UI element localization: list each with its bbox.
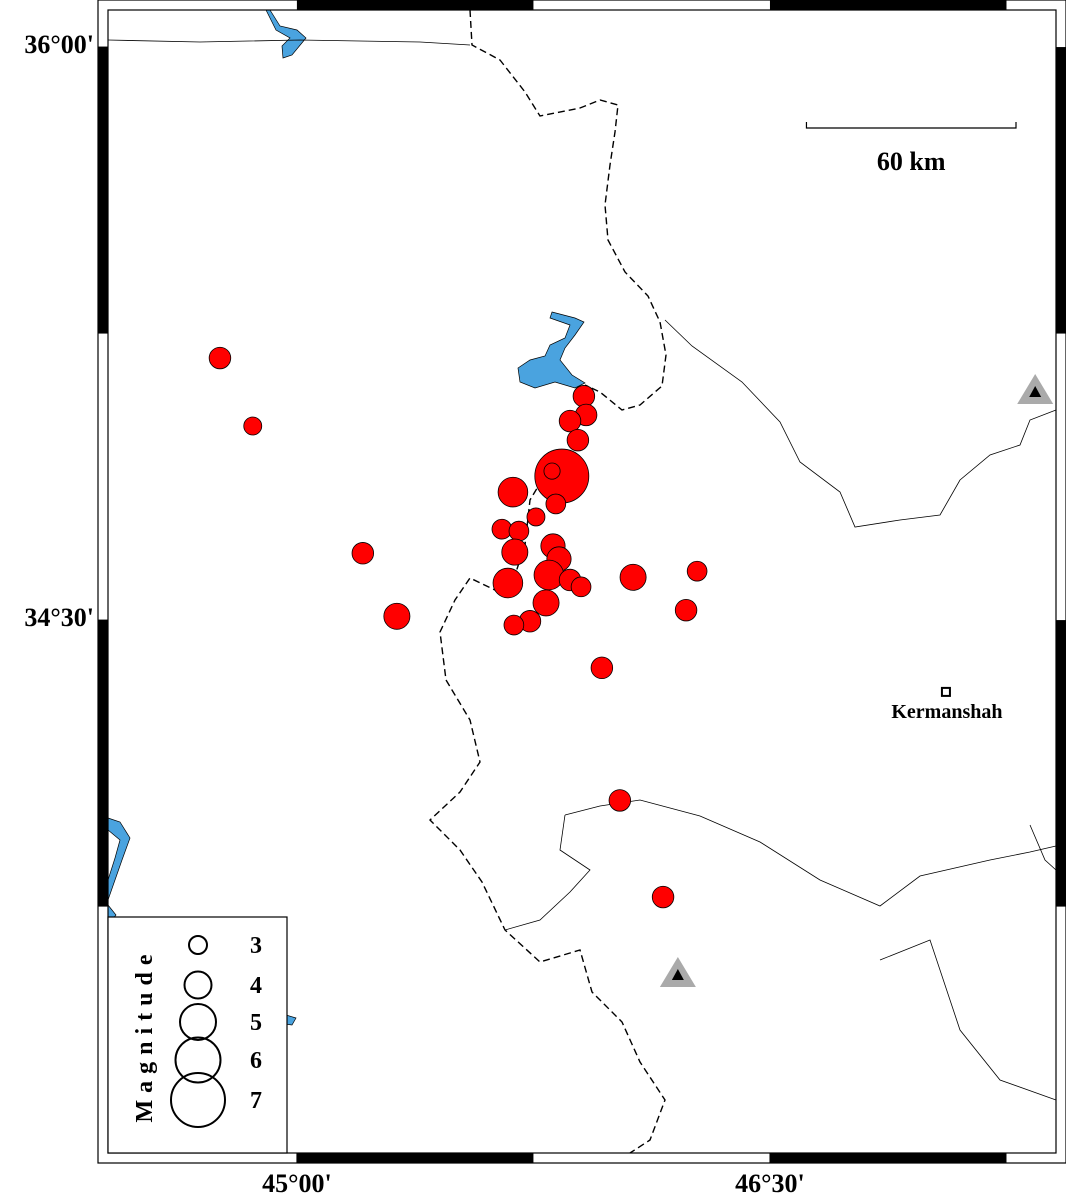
frame-segment: [769, 1153, 1007, 1163]
map-frame: 45°00' 46°30' 36°00' 34°30': [24, 0, 1066, 1198]
earthquake: [572, 385, 596, 408]
frame-outline: [97, 0, 1066, 1164]
x-tick-label: 46°30': [735, 1169, 805, 1198]
earthquake: [497, 476, 529, 508]
city-label: Kermanshah: [891, 701, 1002, 723]
earthquake: [545, 493, 567, 515]
frame-segment: [1056, 620, 1066, 907]
earthquake: [534, 448, 590, 504]
legend-label: 5: [250, 1010, 262, 1036]
earthquake: [532, 589, 560, 617]
earthquake: [508, 520, 530, 542]
legend-label: 4: [250, 973, 262, 999]
earthquake: [566, 428, 590, 452]
y-tick-label: 34°30': [24, 603, 94, 632]
earthquake: [533, 559, 565, 591]
earthquake: [590, 656, 614, 680]
earthquake: [501, 538, 529, 566]
legend-symbol: [170, 1072, 226, 1128]
frame-segment: [98, 47, 108, 334]
earthquake: [351, 542, 375, 565]
station-core: [1029, 386, 1042, 398]
earthquake: [570, 576, 592, 598]
frame-inner: [107, 9, 1057, 1154]
legend-title: Magnitude: [132, 947, 158, 1122]
legend-label: 7: [250, 1088, 262, 1114]
scale-bar: [805, 122, 1017, 129]
legend-symbol: [179, 1003, 217, 1041]
legend-symbol: [188, 935, 208, 955]
earthquake: [543, 462, 561, 480]
earthquake: [208, 346, 232, 370]
map-marks: Kermanshah 60 km: [208, 122, 1054, 987]
frame-segment: [296, 0, 534, 10]
earthquake: [383, 602, 411, 630]
earthquake: [674, 598, 698, 622]
earthquake: [608, 789, 632, 812]
frame-segment: [1056, 47, 1066, 334]
earthquake: [686, 560, 708, 582]
earthquake: [651, 885, 675, 909]
city: [940, 686, 951, 697]
legend-label: 6: [250, 1048, 262, 1074]
earthquake: [619, 563, 647, 591]
earthquake: [503, 614, 525, 636]
legend-label: 3: [250, 933, 262, 959]
x-tick-label: 45°00': [262, 1169, 332, 1198]
earthquake: [243, 416, 263, 436]
earthquake: [558, 409, 582, 433]
scale-label: 60 km: [877, 147, 946, 176]
legend-symbol: [174, 1036, 222, 1084]
legend-symbol: [183, 970, 213, 1000]
legend-box: [107, 916, 288, 1154]
frame-segment: [98, 620, 108, 907]
y-tick-label: 36°00': [24, 30, 94, 59]
earthquake: [492, 567, 524, 599]
frame-segment: [769, 0, 1007, 10]
earthquake: [526, 507, 546, 527]
frame-segment: [296, 1153, 534, 1163]
station-core: [671, 968, 684, 980]
